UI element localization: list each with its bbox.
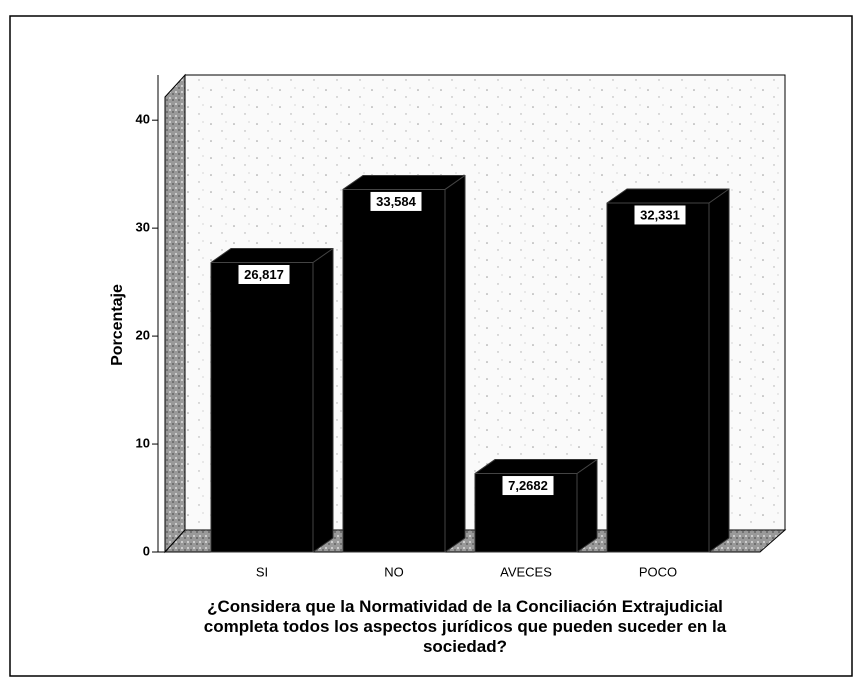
side-wall [164, 73, 186, 554]
value-label: 26,817 [244, 267, 284, 282]
y-tick-label: 10 [136, 435, 150, 450]
y-tick-label: 0 [143, 543, 150, 558]
bar-edge [211, 248, 334, 552]
bar-edge [343, 175, 466, 552]
value-label-box [237, 263, 291, 285]
x-axis-label: ¿Considera que la Normatividad de la Con… [203, 597, 727, 656]
x-tick-label: AVECES [500, 564, 552, 579]
x-tick-label: SI [256, 564, 268, 579]
bar-edge [475, 459, 598, 552]
y-tick-label: 30 [136, 220, 150, 235]
frame [9, 15, 853, 677]
value-label-box [501, 475, 555, 497]
y-tick-label: 40 [136, 112, 150, 127]
value-label: 33,584 [376, 194, 417, 209]
x-tick-label: POCO [639, 564, 677, 579]
bar [342, 174, 466, 553]
y-tick-label: 20 [136, 328, 150, 343]
value-label-box [369, 190, 423, 212]
value-label: 7,2682 [508, 478, 548, 493]
bar [606, 188, 730, 553]
bar-edge [607, 188, 730, 552]
value-label: 32,331 [640, 207, 680, 222]
bar [210, 247, 334, 553]
y-axis-label: Porcentaje [109, 284, 126, 366]
x-tick-label: NO [384, 564, 404, 579]
value-label-box [633, 204, 687, 226]
